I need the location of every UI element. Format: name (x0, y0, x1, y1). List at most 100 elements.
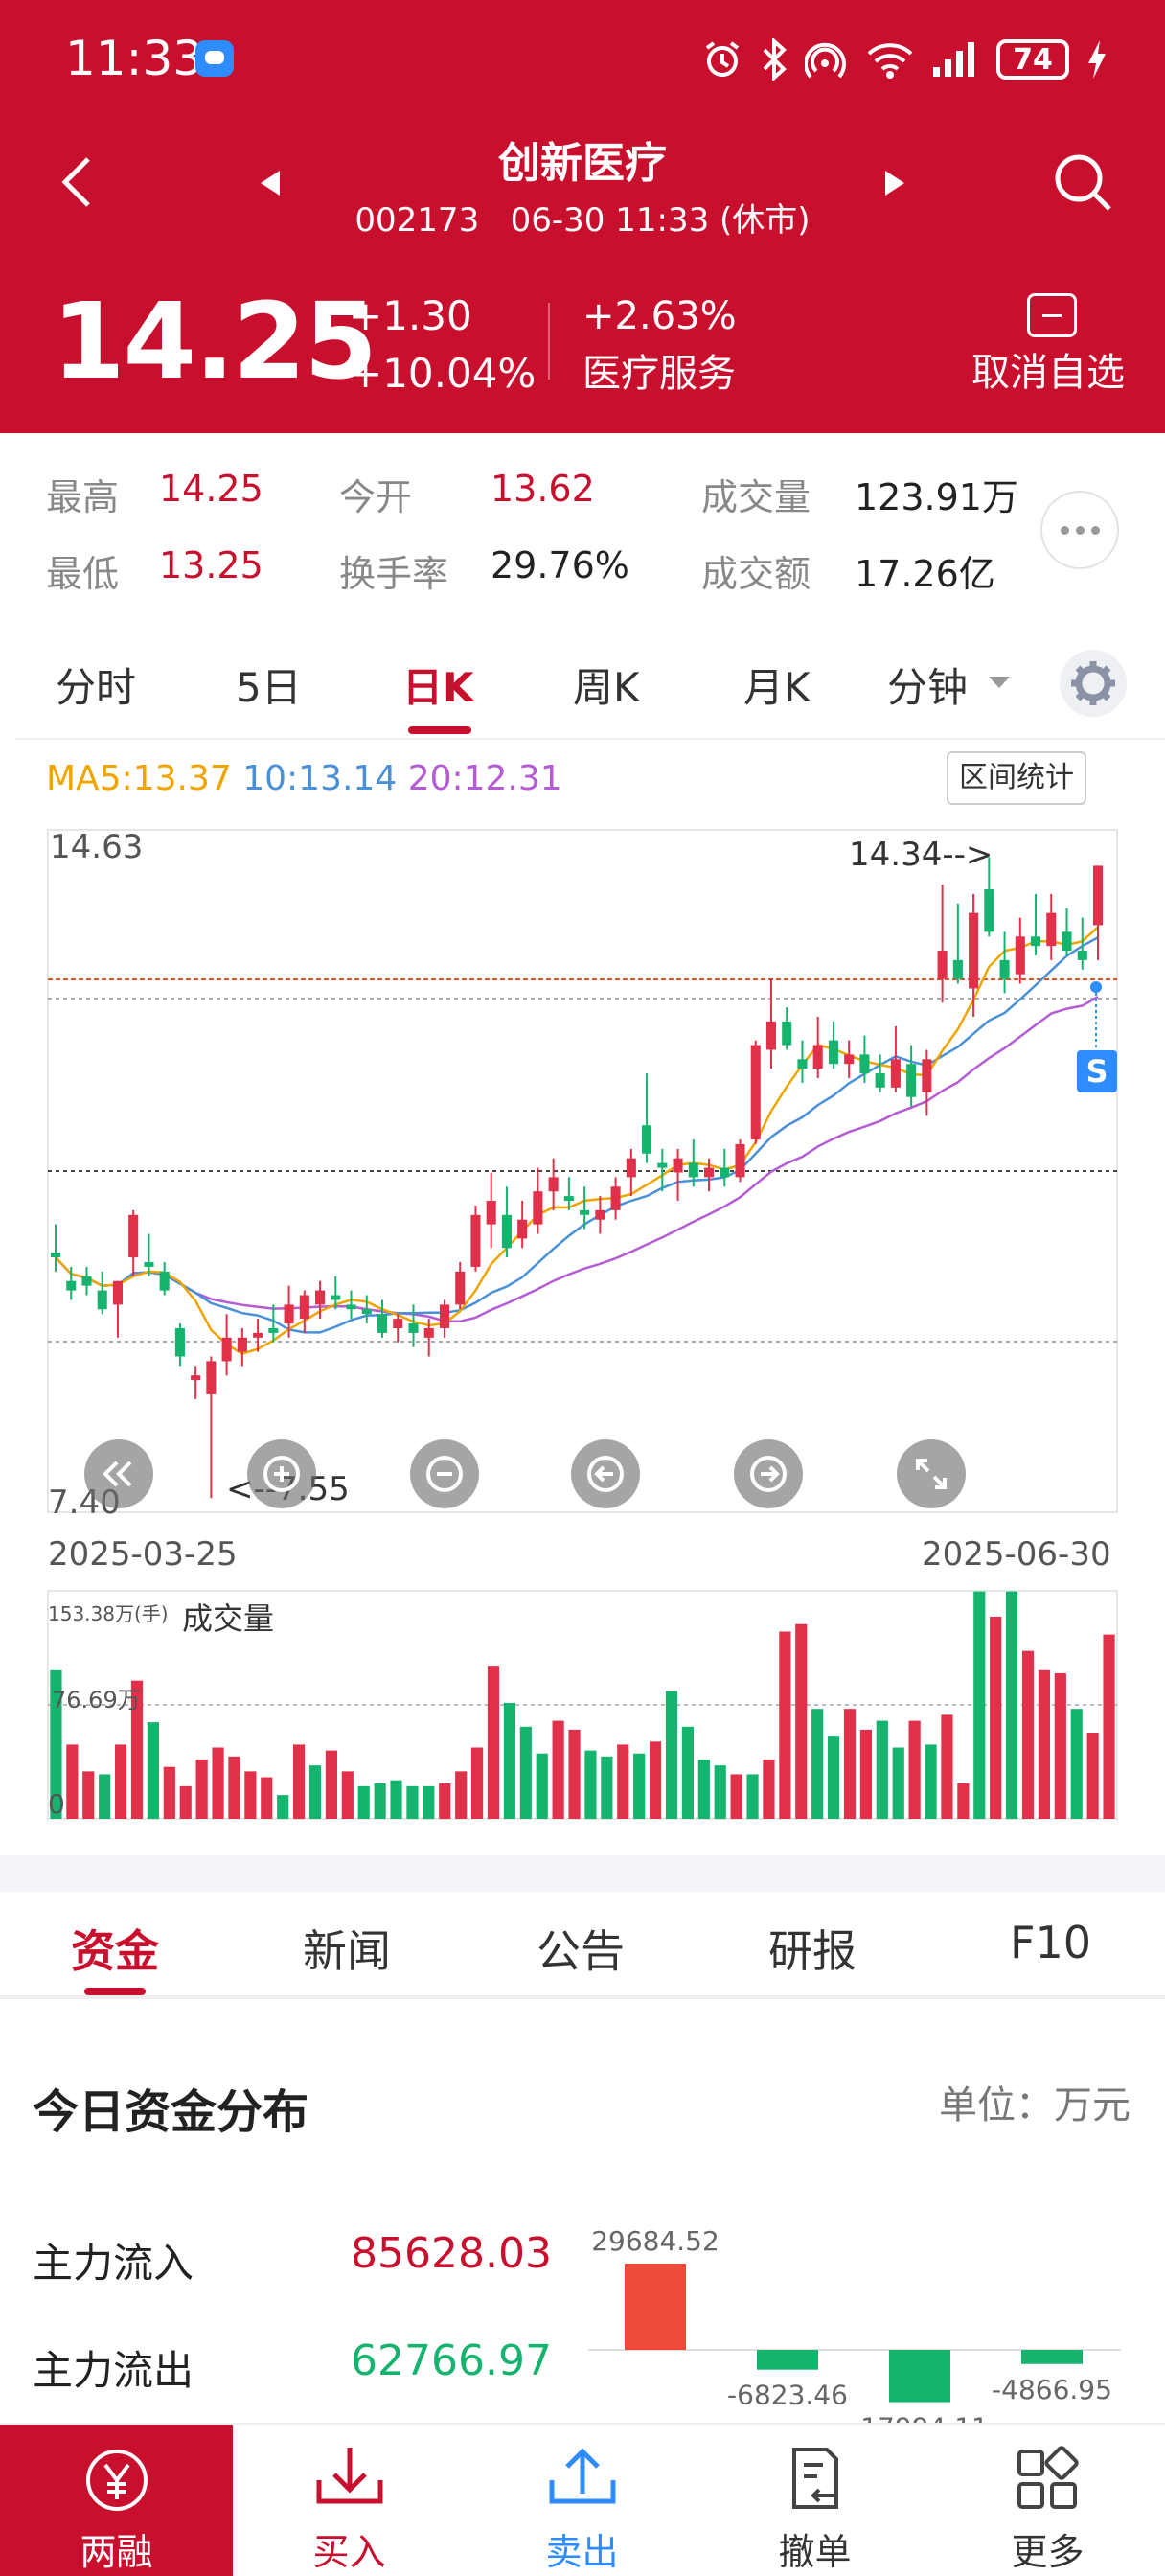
active-info-tab-indicator (84, 1988, 146, 1995)
candle (191, 1366, 201, 1399)
s-marker-dot (1090, 981, 1102, 993)
candle (361, 1295, 372, 1324)
candle (486, 1172, 496, 1249)
volume-bar (1038, 1669, 1050, 1819)
candle-body (221, 1337, 232, 1362)
candle-body (97, 1290, 107, 1310)
candle-body (1062, 932, 1072, 952)
pan-right-button[interactable] (734, 1439, 803, 1508)
volume-bar (925, 1744, 937, 1819)
tab-funds[interactable]: 资金 (71, 1925, 159, 1977)
signal-icon (933, 42, 974, 77)
chart-settings-button[interactable] (1060, 650, 1127, 717)
candle (128, 1209, 139, 1276)
more-dot-icon (1090, 525, 1100, 535)
gear-icon (1071, 661, 1115, 705)
s-marker[interactable]: S (1077, 1050, 1117, 1092)
remove-watchlist-icon[interactable] (1027, 293, 1077, 337)
volume-bar (536, 1753, 548, 1819)
candle-body (595, 1209, 605, 1220)
candle-body (144, 1262, 154, 1267)
candle-body (610, 1186, 621, 1210)
candle-body (890, 1059, 901, 1088)
candle-body (1046, 912, 1057, 947)
fund-bar-label: -17994.11 (851, 2412, 989, 2423)
volume-bar (406, 1785, 419, 1819)
volume-max-label: 153.38万(手) (48, 1602, 169, 1625)
candle (969, 893, 979, 1017)
back-arrow-icon[interactable] (54, 153, 102, 211)
volume-bar (1103, 1634, 1115, 1819)
candle (268, 1304, 279, 1343)
tab-weekly-k[interactable]: 周K (573, 664, 640, 711)
candle (828, 1021, 838, 1070)
candle-body (563, 1196, 574, 1202)
candle (703, 1158, 715, 1192)
chevron-down-icon[interactable] (989, 677, 1010, 688)
range-stats-button[interactable]: 区间统计 (947, 751, 1086, 805)
zoom-out-button[interactable] (410, 1439, 479, 1508)
next-stock-icon[interactable] (879, 169, 908, 197)
fund-bar (757, 2350, 818, 2370)
stat-value: 13.25 (159, 544, 263, 586)
candle-body (455, 1271, 466, 1305)
kline-chart[interactable] (0, 0, 1165, 1855)
zoom-in-button[interactable] (247, 1439, 316, 1508)
volume-bar (195, 1759, 208, 1819)
tab-5day[interactable]: 5日 (236, 664, 302, 711)
tab-minute[interactable]: 分钟 (887, 664, 969, 711)
start-date-label: 2025-03-25 (48, 1535, 238, 1574)
sector-info[interactable]: +2.63% 医疗服务 (582, 288, 737, 402)
buy-button[interactable]: 买入 (233, 2425, 466, 2576)
zoom-in-icon (263, 1456, 300, 1492)
jump-start-button[interactable] (84, 1439, 153, 1508)
pan-left-button[interactable] (571, 1439, 640, 1508)
margin-trading-button[interactable]: 两融 (0, 2425, 233, 2576)
status-icons: 74 (701, 31, 1108, 88)
candle (610, 1177, 621, 1220)
candle-body (735, 1143, 745, 1178)
candle-body (1092, 865, 1104, 926)
y-max-label: 14.63 (50, 828, 144, 866)
alarm-icon (705, 41, 740, 77)
candle (315, 1280, 326, 1320)
candle (750, 1040, 761, 1144)
search-icon[interactable] (1052, 151, 1115, 215)
volume-bar (147, 1722, 159, 1819)
candle (1031, 893, 1041, 955)
more-stats-button[interactable] (1040, 491, 1119, 569)
stat-label: 成交额 (701, 553, 811, 595)
tab-daily-k[interactable]: 日K (402, 664, 474, 711)
candle (563, 1177, 574, 1210)
volume-bar (650, 1741, 662, 1819)
tab-news[interactable]: 新闻 (303, 1925, 391, 1977)
sell-button[interactable]: 卖出 (466, 2425, 698, 2576)
remove-watchlist-button[interactable]: 取消自选 (971, 351, 1125, 395)
more-dot-icon (1060, 525, 1069, 535)
tabs-divider (15, 738, 1165, 740)
fund-bar-label: 29684.52 (591, 2225, 720, 2257)
fullscreen-button[interactable] (897, 1439, 966, 1508)
tab-research[interactable]: 研报 (768, 1925, 857, 1977)
candle (984, 857, 994, 937)
candle-body (393, 1319, 403, 1328)
volume-bar (163, 1766, 175, 1819)
more-button[interactable]: 更多 (931, 2425, 1164, 2576)
ma-legend: MA5:13.37 10:13.14 20:12.31 (46, 759, 562, 798)
previous-stock-icon[interactable] (257, 169, 286, 197)
volume-bar (261, 1777, 273, 1819)
more-dot-icon (1075, 525, 1085, 535)
volume-bar (568, 1729, 581, 1819)
tab-intraday[interactable]: 分时 (56, 664, 137, 711)
candle (1046, 893, 1057, 960)
volume-bar (730, 1774, 742, 1819)
cancel-order-button[interactable]: 撤单 (698, 2425, 931, 2576)
tab-f10[interactable]: F10 (1010, 1917, 1091, 1968)
volume-bar (990, 1616, 1002, 1819)
candle (922, 1049, 932, 1116)
fund-bar (889, 2350, 950, 2403)
tab-announcements[interactable]: 公告 (537, 1925, 625, 1977)
candle-body (377, 1314, 388, 1333)
volume-bar (487, 1666, 500, 1819)
tab-monthly-k[interactable]: 月K (743, 664, 811, 711)
